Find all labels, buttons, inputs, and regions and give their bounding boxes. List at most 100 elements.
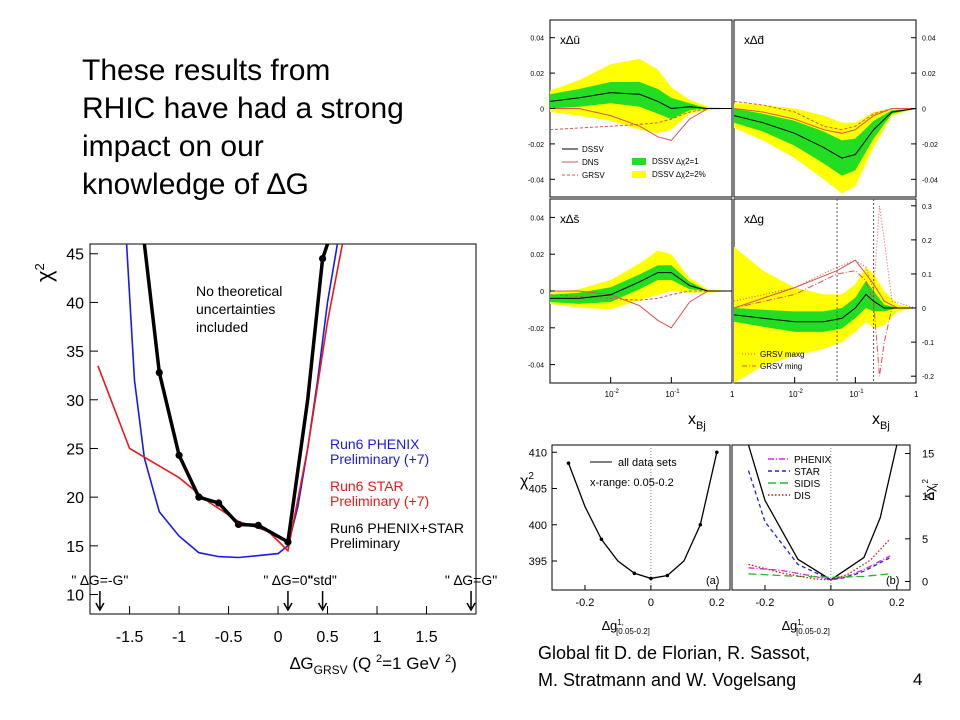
legend-label: Preliminary bbox=[330, 535, 400, 551]
panel-label: x∆g bbox=[744, 212, 764, 226]
panel-label: x∆d̄ bbox=[744, 33, 764, 47]
panel-frame bbox=[551, 444, 731, 591]
band-dchi2-1 bbox=[734, 108, 916, 176]
y-axis-label: χ2 bbox=[520, 471, 534, 490]
x-tick-label: 1 bbox=[373, 629, 382, 646]
x-tick-label: 0.2 bbox=[709, 597, 724, 609]
y-tick-label: 0.2 bbox=[922, 238, 932, 245]
pdf-curve bbox=[734, 108, 916, 134]
data-point bbox=[665, 573, 670, 578]
data-point bbox=[254, 521, 262, 529]
legend-label: DSSV ∆χ2=1 bbox=[652, 157, 699, 166]
panel-content bbox=[734, 100, 916, 194]
marker-label: " ∆G=0" bbox=[263, 572, 312, 588]
chi-symbol: χ bbox=[32, 270, 57, 282]
x-tick-exp: -1 bbox=[858, 389, 864, 395]
y-tick-label: 0 bbox=[922, 306, 926, 313]
x-axis-label: ∆g1, [0.05-0.2] bbox=[782, 618, 830, 636]
panel-label: x∆s̄ bbox=[560, 212, 579, 226]
y-tick-label: 0.02 bbox=[530, 71, 544, 78]
legend-label: GRSV bbox=[582, 171, 605, 180]
x-label-sub: [0.05-0.2] bbox=[614, 627, 650, 636]
legend-label: DNS bbox=[582, 158, 599, 167]
pdf-curve bbox=[734, 259, 916, 309]
panel-content bbox=[747, 445, 898, 590]
data-point bbox=[318, 255, 327, 263]
y-tick-label: 40 bbox=[66, 295, 84, 312]
y-tick-label: 30 bbox=[66, 393, 84, 410]
legend-label: Run6 PHENIX bbox=[330, 436, 420, 452]
x-axis-label-part: 2 bbox=[376, 653, 382, 665]
y-tick-label: -0.04 bbox=[528, 177, 544, 184]
x-label-sub: [0.05-0.2] bbox=[794, 627, 830, 636]
x-axis-label: xBj bbox=[688, 411, 706, 432]
x-axis-label-part: =1 GeV bbox=[382, 654, 445, 673]
panel-content bbox=[566, 445, 719, 590]
scan-curve bbox=[748, 538, 891, 581]
pdf-panel-ubar: 0.04 0.02 0 -0.02 -0.04 x∆ū 0.04 0.02 0 -0.02 -0.0… bbox=[528, 19, 938, 432]
x-tick-label: -1.5 bbox=[116, 629, 144, 646]
annotation-line: included bbox=[196, 319, 248, 335]
label-sup: 2 bbox=[921, 478, 930, 483]
y-tick-label: -0.04 bbox=[528, 363, 544, 370]
data-point bbox=[215, 499, 223, 507]
caption-line-2: M. Stratmann and W. Vogelsang bbox=[538, 670, 797, 690]
x-axis-label-part: ) bbox=[451, 654, 457, 673]
data-point bbox=[715, 450, 719, 455]
y-tick-label: 395 bbox=[529, 556, 547, 568]
x-axis-label-part: GRSV bbox=[314, 663, 348, 677]
x-label-sub: Bj bbox=[696, 420, 706, 432]
x-axis-label-part: 2 bbox=[445, 653, 451, 665]
data-point bbox=[599, 537, 604, 542]
panel-content bbox=[734, 199, 916, 383]
label-sub: i bbox=[931, 483, 940, 485]
data-point bbox=[175, 451, 183, 459]
y-tick-label: 0 bbox=[540, 107, 544, 114]
marker-label: " ∆G=-G" bbox=[71, 572, 128, 588]
y-tick-label: -0.02 bbox=[528, 142, 544, 149]
y-tick-label: 0.3 bbox=[922, 204, 932, 211]
y-tick-label: 45 bbox=[66, 247, 84, 264]
x-tick-label: 10-1 bbox=[849, 389, 864, 399]
panel-tag: (b) bbox=[886, 575, 899, 587]
y-tick-label: 10 bbox=[66, 588, 84, 605]
caption: Global fit D. de Florian, R. Sassot, M. … bbox=[538, 640, 810, 694]
x-tick-label: 1.5 bbox=[415, 629, 437, 646]
x-tick-label: -0.2 bbox=[755, 597, 774, 609]
x-tick-base: 10 bbox=[605, 390, 614, 399]
y-tick-label: 0 bbox=[540, 289, 544, 296]
x-tick-label: 1 bbox=[730, 390, 735, 399]
y-tick-label: 5 bbox=[922, 534, 928, 546]
scan-curve bbox=[747, 470, 891, 581]
x-tick-label: 0 bbox=[648, 597, 654, 609]
y-tick-label: -0.1 bbox=[922, 340, 934, 347]
series-group bbox=[97, 244, 344, 559]
x-tick-label: 1 bbox=[914, 390, 919, 399]
y-tick-label: 400 bbox=[529, 520, 547, 532]
x-tick-base: 10 bbox=[665, 390, 674, 399]
legend-swatch bbox=[632, 158, 646, 165]
pdf-curve bbox=[734, 270, 916, 377]
y-tick-label: 0.02 bbox=[922, 71, 936, 78]
y-tick-label: 0.04 bbox=[922, 36, 936, 43]
y-tick-label: 20 bbox=[66, 490, 84, 507]
panel-label: x∆ū bbox=[560, 33, 580, 47]
scan-curve bbox=[748, 573, 891, 578]
y-tick-label: -0.2 bbox=[922, 374, 934, 381]
x-tick-exp: -2 bbox=[798, 389, 804, 395]
x-axis-label: xBj bbox=[872, 411, 890, 432]
x-tick-label: -0.5 bbox=[215, 629, 243, 646]
data-point bbox=[632, 571, 637, 576]
x-tick-label: 0 bbox=[274, 629, 283, 646]
y-tick-label: -0.02 bbox=[528, 326, 544, 333]
x-tick-base: 10 bbox=[789, 390, 798, 399]
annotation-line: uncertainties bbox=[196, 301, 275, 317]
marker-arrow-head bbox=[466, 602, 476, 612]
y-tick-label: 0.1 bbox=[922, 272, 932, 279]
x-tick-label: 10-1 bbox=[665, 389, 680, 399]
chi-symbol: χ bbox=[520, 473, 529, 490]
legend-label: DSSV ∆χ2=2% bbox=[652, 170, 706, 179]
x-label-sub: Bj bbox=[880, 420, 890, 432]
x-label-sup: 1, bbox=[617, 618, 624, 627]
heading-line-3: impact on our bbox=[82, 130, 264, 163]
